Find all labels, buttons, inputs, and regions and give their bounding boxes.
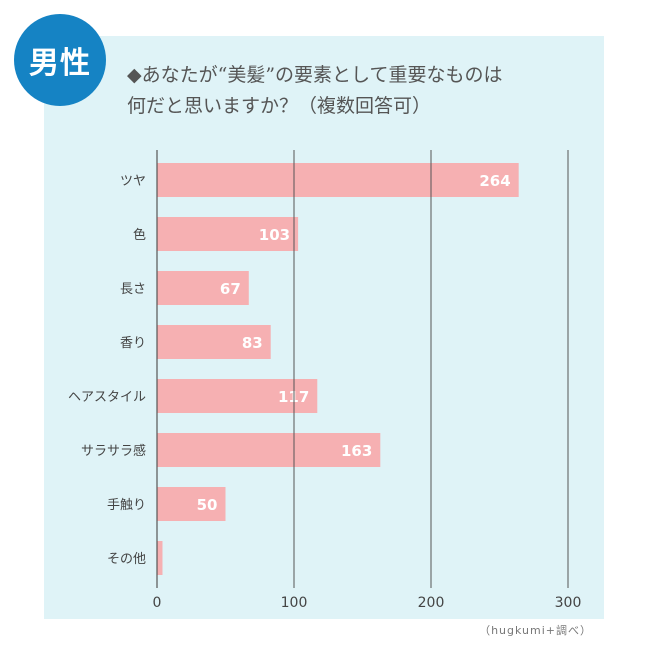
chart-title-line-2: 何だと思いますか？（複数回答可）	[127, 95, 432, 117]
bar-3	[157, 325, 271, 359]
category-label-3: 香り	[120, 336, 146, 351]
value-label-2: 67	[220, 280, 241, 298]
bar-6	[157, 487, 226, 521]
chart-panel	[44, 36, 604, 619]
bar-0	[157, 163, 519, 197]
category-label-5: サラサラ感	[81, 443, 146, 459]
value-label-5: 163	[341, 442, 372, 460]
value-label-0: 264	[479, 172, 510, 190]
value-label-6: 50	[197, 496, 218, 514]
value-label-3: 83	[242, 334, 263, 352]
x-tick-label-100: 100	[281, 595, 308, 611]
x-tick-label-0: 0	[153, 595, 162, 611]
bar-2	[157, 271, 249, 305]
bar-1	[157, 217, 299, 251]
category-label-1: 色	[133, 227, 146, 243]
bar-5	[157, 433, 381, 467]
x-tick-label-200: 200	[418, 595, 445, 611]
bar-7	[157, 541, 163, 575]
bar-4	[157, 379, 318, 413]
gender-badge: 男性	[14, 14, 106, 106]
chart-title: ◆あなたが“美髪”の要素として重要なものは 何だと思いますか？（複数回答可）	[127, 60, 597, 122]
category-label-7: その他	[107, 552, 146, 567]
category-label-0: ツヤ	[120, 174, 146, 189]
category-label-2: 長さ	[120, 282, 146, 297]
category-label-6: 手触り	[107, 498, 146, 513]
value-label-1: 103	[259, 226, 290, 244]
x-tick-label-300: 300	[555, 595, 582, 611]
category-label-4: ヘアスタイル	[68, 390, 146, 405]
chart-title-line-1: ◆あなたが“美髪”の要素として重要なものは	[127, 64, 503, 86]
source-note: （hugkumi+調べ）	[479, 624, 592, 637]
